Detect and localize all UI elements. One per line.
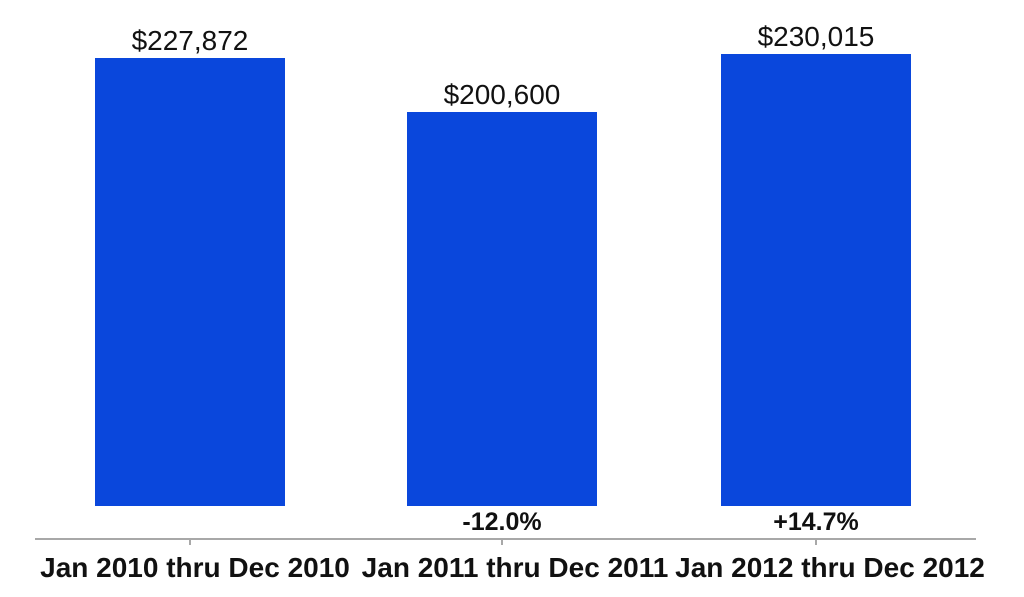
delta-label-2011: -12.0% (462, 508, 542, 536)
bar-2010 (95, 58, 285, 506)
delta-label-2012: +14.7% (773, 508, 859, 536)
value-label-2010: $227,872 (131, 25, 249, 56)
value-label-2012: $230,015 (757, 21, 875, 52)
bar-group-2011: $200,600 (347, 0, 657, 506)
x-axis-label-2010: Jan 2010 thru Dec 2010 (40, 552, 350, 583)
x-axis-label-2011: Jan 2011 thru Dec 2011 (361, 552, 669, 583)
bar-2011 (407, 112, 597, 506)
bar-group-2012: $230,015 (661, 0, 971, 506)
x-axis-line (35, 538, 976, 545)
value-label-2011: $200,600 (443, 79, 561, 110)
axis-tick (501, 538, 503, 545)
delta-label-2010 (35, 506, 345, 538)
bar-group-2010: $227,872 (35, 0, 345, 506)
x-axis-label-2012: Jan 2012 thru Dec 2012 (675, 552, 985, 583)
bar-2012 (721, 54, 911, 506)
axis-tick (815, 538, 817, 545)
axis-tick (189, 538, 191, 545)
